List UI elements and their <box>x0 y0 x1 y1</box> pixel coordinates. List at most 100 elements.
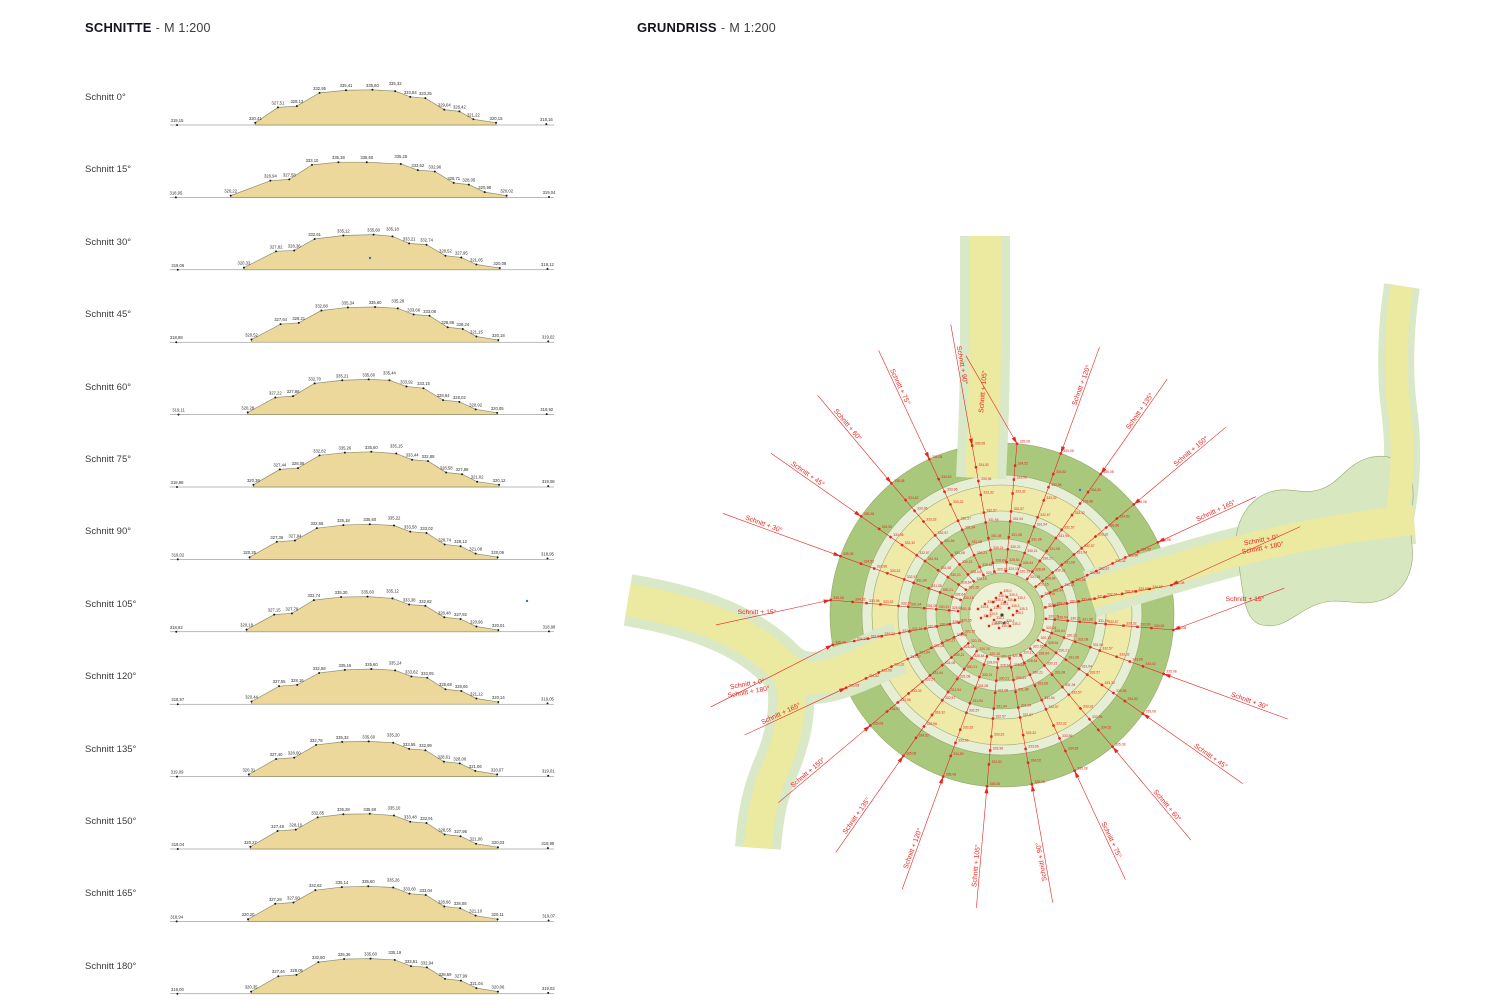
elevation-label: 333,51 <box>405 959 418 964</box>
elevation-label: 335,60 <box>363 807 376 812</box>
spoke-point <box>1115 516 1119 521</box>
misc-blue-dot <box>368 256 372 260</box>
survey-point <box>409 95 412 98</box>
elevation-label: 333,15 <box>417 381 430 386</box>
spoke-point-label: 331,94 <box>919 651 929 655</box>
elevation-label: 327,44 <box>273 462 286 467</box>
spoke-point <box>864 676 868 680</box>
spoke-point-label: 335,08 <box>1166 670 1176 674</box>
spoke-point-label: 333,96 <box>871 634 881 638</box>
spoke-point-label: 320,15 <box>1001 655 1011 659</box>
survey-point <box>294 828 297 831</box>
spoke-point <box>1141 664 1145 668</box>
spoke-point <box>1052 604 1056 608</box>
spoke-point <box>1023 551 1027 555</box>
spoke-point <box>1078 620 1082 624</box>
elevation-label: 320,02 <box>500 189 513 194</box>
spoke-point-label: 331,94 <box>972 699 982 703</box>
survey-point <box>254 121 257 124</box>
spoke-point <box>1011 492 1014 495</box>
elevation-label: 333,52 <box>411 163 424 168</box>
elevation-label: 335,60 <box>362 879 375 884</box>
elevation-label: 328,66 <box>438 899 451 904</box>
elevation-label: 333,84 <box>404 90 417 95</box>
spoke-point <box>1009 665 1013 669</box>
elevation-label: 319,08 <box>542 479 555 484</box>
elevation-label: 320,31 <box>242 767 255 772</box>
spoke-point <box>912 581 916 585</box>
spoke-label-group: Schnitt + 75° <box>888 367 912 406</box>
elevation-label: 327,98 <box>456 467 469 472</box>
elevation-label: 320,36 <box>247 478 260 483</box>
spoke-label: Schnitt + 60° <box>832 407 863 442</box>
elevation-label: 332,91 <box>420 816 433 821</box>
spoke-point <box>912 509 917 513</box>
spoke-point-label: 328,64 <box>1054 629 1064 633</box>
spoke-point-label: 335,08 <box>1077 767 1087 771</box>
spoke-point <box>1136 625 1139 629</box>
elevation-label: 329,04 <box>438 103 451 108</box>
summit-elevation-label: 335,60 <box>995 620 1009 625</box>
survey-point <box>374 306 377 308</box>
east-road-surface <box>1085 505 1416 609</box>
spoke-point-label: 332,57 <box>987 508 997 512</box>
elevation-label: 335,41 <box>340 83 353 88</box>
section-profile-2: 319,06 320,33 327,82 328,36 332,61 335,12 335,… <box>170 226 555 271</box>
spoke-point-label: 333,96 <box>1116 689 1126 693</box>
survey-point <box>442 399 445 402</box>
section-label-7: Schnitt 105° <box>85 598 137 610</box>
spoke-point <box>952 635 956 639</box>
spoke-point-label: 333,32 <box>1125 590 1135 594</box>
arrowhead <box>1157 537 1166 543</box>
spoke-point <box>1050 673 1054 677</box>
spoke-point <box>1123 699 1127 703</box>
section-profile-6: 319,02 320,25 327,36 327,94 332,66 335,18 335,… <box>170 516 555 561</box>
elevation-label: 318,98 <box>543 624 556 629</box>
spoke-point <box>985 654 989 658</box>
spoke-point-label: 333,32 <box>994 732 1004 736</box>
spoke-point-label: 334,52 <box>919 734 929 738</box>
elevation-label: 320,27 <box>244 840 257 845</box>
spoke-point <box>1070 513 1074 517</box>
spoke-label-group: Schnitt + 75° <box>1099 821 1123 860</box>
spoke-point-label: 333,32 <box>1083 704 1093 708</box>
survey-point <box>337 161 340 164</box>
spoke-point-label: 328,64 <box>1053 588 1063 592</box>
survey-point <box>293 249 296 252</box>
summit-point-label: 334,8 <box>987 600 995 604</box>
spoke-label: Schnitt + 30° <box>744 514 783 535</box>
leader-line <box>1163 673 1288 720</box>
spoke-point <box>982 663 986 667</box>
survey-point <box>367 885 370 888</box>
spoke-point-label: 331,08 <box>972 540 982 544</box>
spoke-point <box>975 649 979 653</box>
spoke-point-label: 328,64 <box>1057 615 1067 619</box>
survey-point <box>483 191 486 194</box>
spoke-point-label: 320,15 <box>1030 575 1040 579</box>
spoke-point-label: 320,15 <box>969 586 979 590</box>
spoke-point-label: 328,64 <box>964 645 974 649</box>
spoke-point <box>922 606 926 610</box>
elevation-label: 328,59 <box>439 972 452 977</box>
survey-point <box>295 105 298 108</box>
survey-point <box>425 532 428 534</box>
survey-point <box>275 540 278 543</box>
spoke-point <box>1072 552 1076 557</box>
elevation-label: 320,15 <box>490 116 503 121</box>
elevation-label: 328,08 <box>292 461 305 466</box>
spoke-point <box>1054 651 1058 655</box>
elevation-label: 333,21 <box>403 236 416 241</box>
survey-point <box>176 486 179 488</box>
spoke-point-label: 328,64 <box>1057 602 1067 606</box>
spoke-point-label: 333,32 <box>911 689 921 693</box>
elevation-label: 333,08 <box>423 309 436 314</box>
spoke-point-label: 333,32 <box>953 500 963 504</box>
spoke-point-label: 335,08 <box>843 552 853 556</box>
elevation-label: 332,80 <box>312 955 325 960</box>
elevation-label: 328,00 <box>288 751 301 756</box>
survey-point <box>474 552 477 555</box>
survey-point <box>443 108 446 111</box>
elevation-label: 327,22 <box>269 390 282 395</box>
spoke-point-label: 333,96 <box>893 533 903 537</box>
spoke-point <box>885 709 889 714</box>
